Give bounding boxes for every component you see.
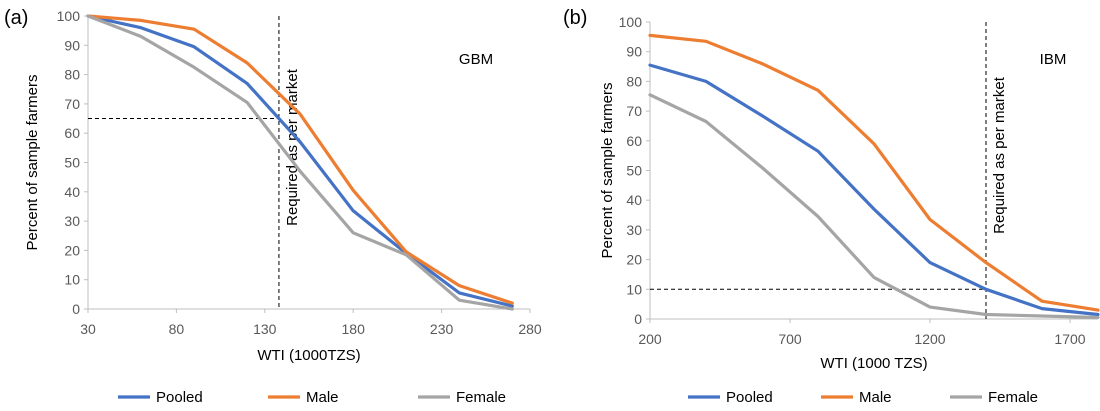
market-label: Required as per market: [284, 68, 301, 226]
y-tick-label: 10: [64, 272, 80, 288]
y-tick-label: 40: [626, 192, 642, 208]
y-tick-label: 50: [626, 163, 642, 179]
panel-a: 0 10 20 30 40 50 60 70 80 90 100 30 80 130 180 230 280 Re…: [4, 7, 542, 406]
x-axis-title: WTI (1000TZS): [257, 347, 360, 364]
x-tick-label: 30: [80, 321, 96, 337]
y-tick-label: 20: [64, 242, 80, 258]
x-tick-label: 1200: [914, 331, 945, 347]
y-tick-label: 50: [64, 155, 80, 171]
y-tick-label: 30: [626, 222, 642, 238]
y-tick-label: 60: [64, 125, 80, 141]
series-line-male: [86, 14, 514, 305]
y-tick-label: 70: [64, 96, 80, 112]
panel-label: (b): [563, 7, 587, 29]
x-tick-label: 130: [253, 321, 277, 337]
x-tick-label: 1700: [1054, 331, 1085, 347]
y-tick-label: 20: [626, 252, 642, 268]
chart-annotation: GBM: [459, 51, 493, 68]
y-tick-label: 10: [626, 281, 642, 297]
legend-label-female: Female: [988, 389, 1038, 406]
panel-b: 0 10 20 30 40 50 60 70 80 90 100 200 700 1200 1700 Requ…: [563, 7, 1100, 406]
y-axis-title: Percent of sample farmers: [599, 83, 616, 259]
legend-label-male: Male: [306, 389, 339, 406]
series-line-female: [648, 93, 1100, 320]
series-line-male: [648, 33, 1100, 312]
x-tick-label: 200: [638, 331, 662, 347]
y-tick-label: 0: [634, 311, 642, 327]
x-tick-label: 80: [169, 321, 185, 337]
panel-label: (a): [4, 7, 28, 29]
y-tick-label: 60: [626, 133, 642, 149]
legend-label-male: Male: [859, 389, 892, 406]
y-axis-title: Percent of sample farmers: [24, 75, 41, 251]
y-tick-label: 100: [619, 14, 643, 30]
y-tick-label: 80: [626, 73, 642, 89]
series-line-pooled: [648, 63, 1100, 317]
market-label: Required as per market: [991, 76, 1008, 234]
legend-label-female: Female: [456, 389, 506, 406]
y-tick-label: 90: [626, 44, 642, 60]
y-tick-label: 0: [72, 301, 80, 317]
x-tick-label: 280: [518, 321, 542, 337]
x-axis-title: WTI (1000 TZS): [820, 355, 927, 372]
series-line-pooled: [86, 14, 514, 308]
y-tick-label: 100: [57, 8, 81, 24]
x-tick-label: 700: [778, 331, 802, 347]
legend-label-pooled: Pooled: [156, 389, 203, 406]
y-tick-label: 40: [64, 184, 80, 200]
legend-label-pooled: Pooled: [726, 389, 773, 406]
series-line-female: [86, 14, 514, 311]
y-tick-label: 80: [64, 67, 80, 83]
x-tick-label: 180: [342, 321, 366, 337]
y-tick-label: 30: [64, 213, 80, 229]
chart-annotation: IBM: [1040, 51, 1067, 68]
x-tick-label: 230: [430, 321, 454, 337]
y-tick-label: 90: [64, 37, 80, 53]
y-tick-label: 70: [626, 103, 642, 119]
